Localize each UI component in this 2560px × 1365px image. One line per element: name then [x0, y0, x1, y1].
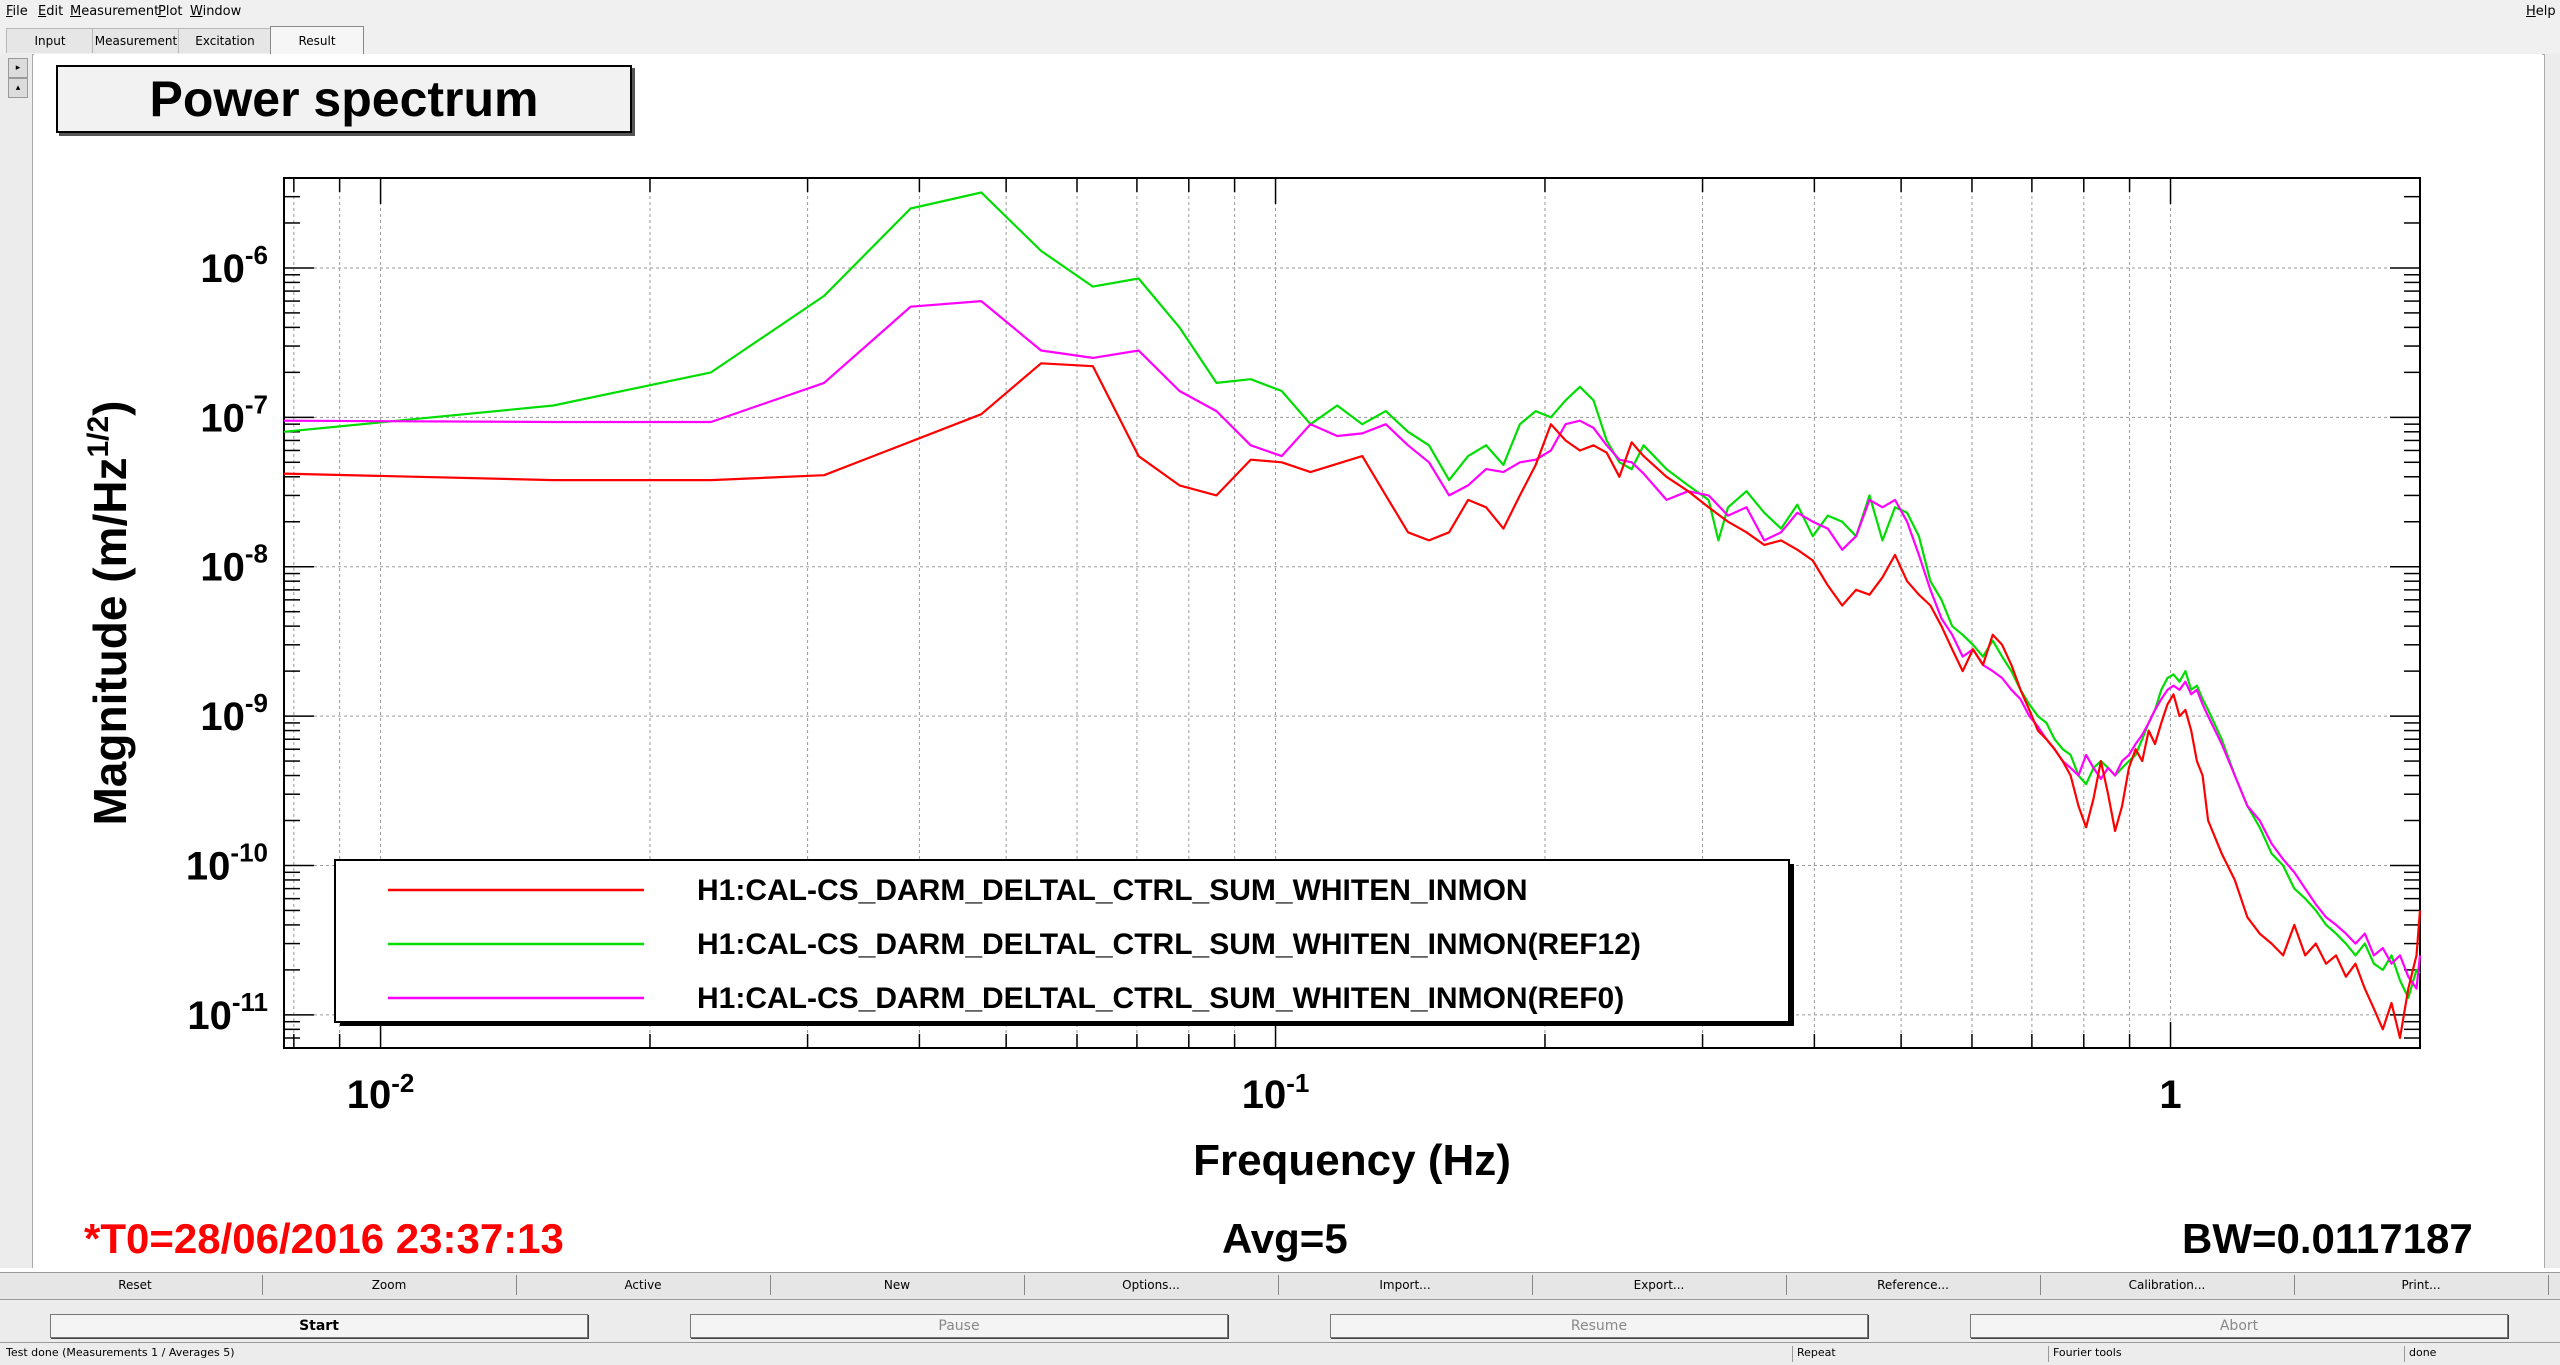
menu-measurement[interactable]: Measurement — [70, 4, 159, 19]
new-button[interactable]: New — [770, 1275, 1025, 1295]
menu-window[interactable]: Window — [190, 4, 241, 19]
legend-box — [334, 859, 1790, 1023]
reference-button[interactable]: Reference... — [1786, 1275, 2041, 1295]
legend-label: H1:CAL-CS_DARM_DELTAL_CTRL_SUM_WHITEN_IN… — [697, 982, 1624, 1015]
menu-plot-mnemonic: P — [158, 4, 166, 19]
y-tick-label: 10-9 — [200, 688, 268, 739]
series-line-0 — [283, 362, 2422, 1040]
tab-input[interactable]: Input — [6, 28, 94, 53]
active-button[interactable]: Active — [516, 1275, 771, 1295]
status-message: Test done (Measurements 1 / Averages 5) — [6, 1346, 235, 1359]
start-button[interactable]: Start — [50, 1314, 588, 1338]
t0-timestamp: *T0=28/06/2016 23:37:13 — [84, 1215, 564, 1262]
tab-result[interactable]: Result — [270, 26, 364, 55]
plot-canvas — [34, 54, 2542, 1266]
bandwidth-value: BW=0.0117187 — [2182, 1215, 2473, 1262]
legend-label: H1:CAL-CS_DARM_DELTAL_CTRL_SUM_WHITEN_IN… — [697, 928, 1641, 961]
menu-window-label: indow — [202, 4, 242, 19]
menu-measurement-label: easurement — [81, 4, 160, 19]
control-bar: Start Pause Resume Abort — [0, 1300, 2560, 1342]
y-axis-label-sup: 1/2 — [82, 416, 115, 458]
y-tick-label: 10-8 — [200, 539, 268, 590]
print-button[interactable]: Print... — [2294, 1275, 2549, 1295]
legend: H1:CAL-CS_DARM_DELTAL_CTRL_SUM_WHITEN_IN… — [334, 859, 1794, 1026]
calibration-button[interactable]: Calibration... — [2040, 1275, 2295, 1295]
export-button[interactable]: Export... — [1532, 1275, 1787, 1295]
status-done: done — [2404, 1346, 2559, 1362]
plot-toolbar: Reset Zoom Active New Options... Import.… — [0, 1272, 2560, 1300]
series-line-2 — [283, 300, 2422, 990]
scroll-up-icon[interactable]: ▴ — [8, 78, 28, 98]
tab-bar: Input Measurement Excitation Result — [0, 24, 2560, 55]
menu-file-label: ile — [12, 4, 28, 19]
y-axis-label-close: ) — [84, 400, 136, 415]
zoom-button[interactable]: Zoom — [262, 1275, 517, 1295]
menu-help-mnemonic: H — [2526, 4, 2536, 19]
legend-items: H1:CAL-CS_DARM_DELTAL_CTRL_SUM_WHITEN_IN… — [388, 874, 1641, 1015]
plot-title: Power spectrum — [56, 65, 632, 133]
x-tick-label: 10-2 — [347, 1068, 415, 1117]
x-axis-label: Frequency (Hz) — [1193, 1136, 1511, 1185]
status-repeat: Repeat — [1792, 1346, 2047, 1362]
left-scroll-strip: ▸ ▴ — [0, 54, 33, 1268]
avg-count: Avg=5 — [1222, 1215, 1348, 1262]
y-tick-label: 10-7 — [200, 389, 268, 440]
menu-edit-label: dit — [46, 4, 64, 19]
resume-button[interactable]: Resume — [1330, 1314, 1868, 1338]
menu-edit-mnemonic: E — [38, 4, 47, 19]
menu-plot-label: lot — [165, 4, 183, 19]
menu-file-mnemonic: F — [6, 4, 13, 19]
plot-frame — [283, 177, 2421, 1049]
status-bar: Test done (Measurements 1 / Averages 5) … — [0, 1342, 2560, 1365]
reset-button[interactable]: Reset — [8, 1275, 263, 1295]
scroll-right-icon[interactable]: ▸ — [8, 58, 28, 78]
legend-label: H1:CAL-CS_DARM_DELTAL_CTRL_SUM_WHITEN_IN… — [697, 874, 1528, 907]
menu-bar: File Edit Measurement Plot Window Help — [0, 0, 2560, 24]
pause-button[interactable]: Pause — [690, 1314, 1228, 1338]
menu-file[interactable]: File — [6, 4, 28, 19]
tab-excitation[interactable]: Excitation — [178, 28, 272, 53]
menu-edit[interactable]: Edit — [38, 4, 63, 19]
y-axis-label: Magnitude (m/Hz1/2) — [82, 400, 136, 825]
menu-window-mnemonic: W — [190, 4, 203, 19]
y-tick-label: 10-11 — [187, 987, 268, 1038]
menu-help[interactable]: Help — [2526, 4, 2556, 19]
import-button[interactable]: Import... — [1278, 1275, 1533, 1295]
menu-measurement-mnemonic: M — [70, 4, 82, 19]
menu-plot[interactable]: Plot — [158, 4, 183, 19]
menu-help-label: elp — [2535, 4, 2556, 19]
x-tick-label: 1 — [2159, 1073, 2181, 1117]
y-tick-label: 10-10 — [186, 837, 268, 888]
y-tick-label: 10-6 — [200, 240, 268, 291]
y-axis-label-main: Magnitude (m/Hz — [84, 458, 136, 826]
status-fourier-tools: Fourier tools — [2048, 1346, 2403, 1362]
options-button[interactable]: Options... — [1024, 1275, 1279, 1295]
chart-series — [283, 191, 2422, 1040]
right-scroll-strip[interactable] — [2544, 54, 2560, 1268]
x-tick-label: 10-1 — [1242, 1068, 1310, 1117]
abort-button[interactable]: Abort — [1970, 1314, 2508, 1338]
